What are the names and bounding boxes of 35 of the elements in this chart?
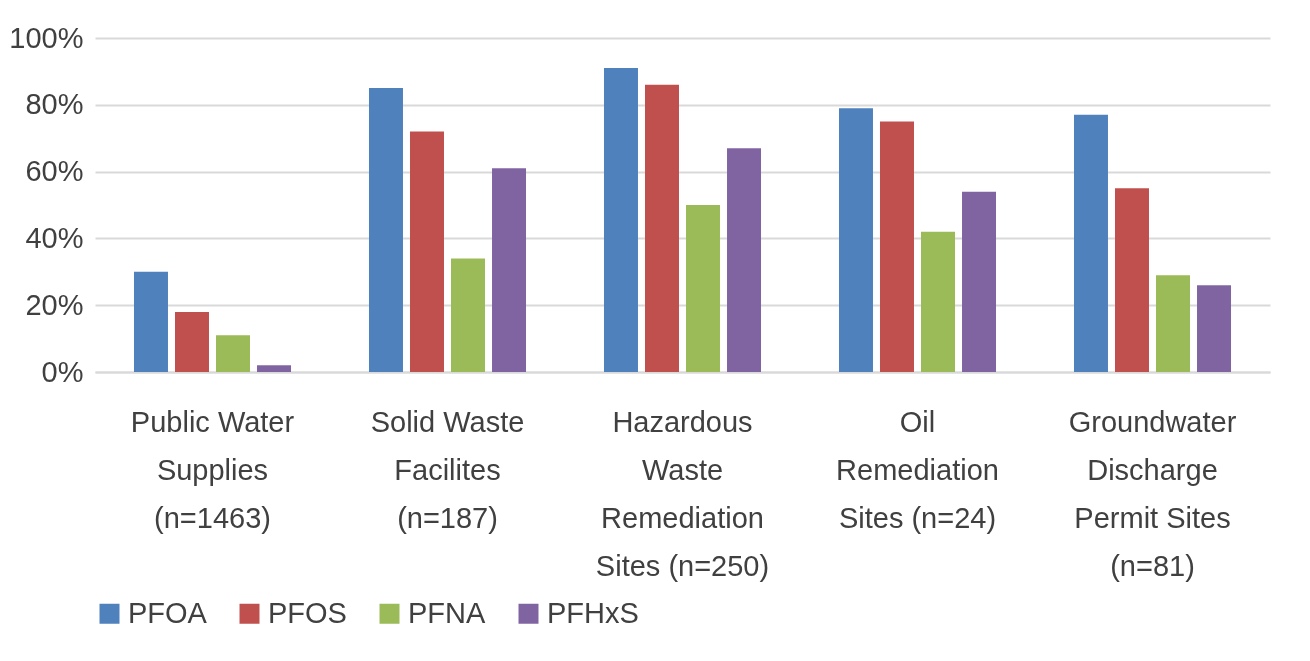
x-tick-label: Oil Remediation Sites (n=24) <box>836 405 999 534</box>
bar <box>962 191 997 372</box>
bar <box>1156 275 1191 372</box>
legend-label: PFOS <box>268 596 347 629</box>
y-tick-label: 80% <box>25 88 84 121</box>
bar <box>133 271 168 372</box>
bar <box>492 168 527 372</box>
y-tick-label: 0% <box>41 355 84 388</box>
bar <box>727 148 762 372</box>
bar <box>451 258 486 372</box>
y-tick-label: 40% <box>25 221 84 254</box>
bar <box>368 88 403 372</box>
bar <box>879 121 914 372</box>
bar <box>644 84 679 372</box>
bar <box>409 131 444 372</box>
x-tick-label: Hazardous Waste Remediation Sites (n=250) <box>595 405 770 582</box>
legend-label: PFOA <box>128 596 208 629</box>
y-tick-label: 100% <box>9 21 84 54</box>
bar <box>921 231 956 372</box>
y-tick-label: 60% <box>25 155 84 188</box>
x-tick-label: Groundwater Discharge Permit Sites (n=81) <box>1068 405 1237 582</box>
bar <box>603 68 638 372</box>
bar <box>1197 285 1232 372</box>
y-tick-label: 20% <box>25 288 84 321</box>
bar <box>257 365 292 372</box>
x-tick-label: Solid Waste Facilites (n=187) <box>370 405 525 534</box>
bar <box>1114 188 1149 372</box>
bar <box>174 311 209 372</box>
bar <box>1073 114 1108 372</box>
legend-label: PFHxS <box>547 596 639 629</box>
legend-label: PFNA <box>408 596 486 629</box>
bar <box>838 108 873 372</box>
x-tick-label: Public Water Supplies (n=1463) <box>130 405 295 534</box>
bar <box>216 335 251 372</box>
bar <box>686 205 721 372</box>
